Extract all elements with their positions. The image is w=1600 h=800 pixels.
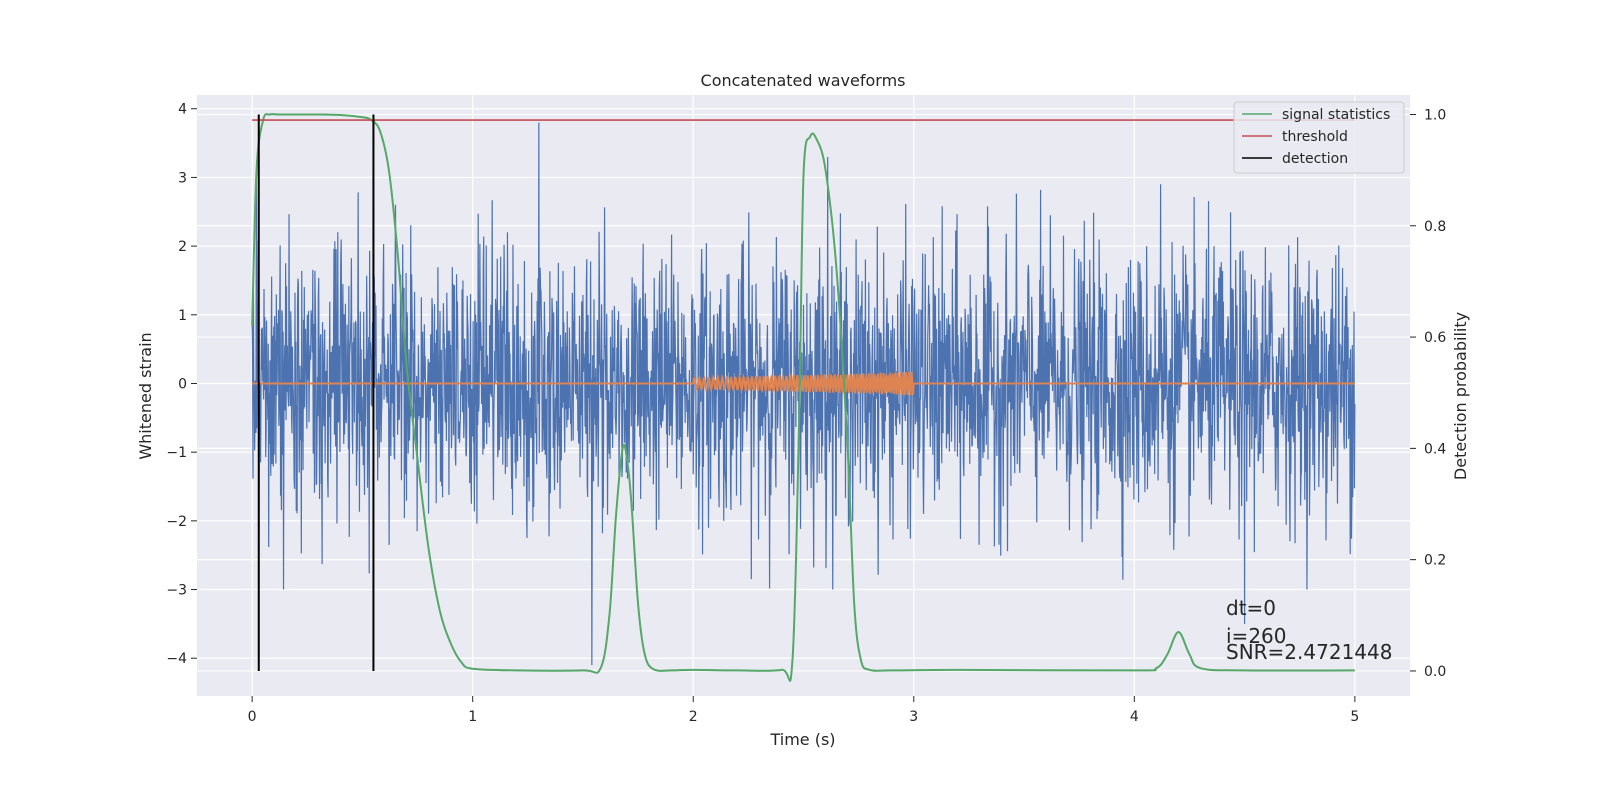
y-tick-label: −1 <box>166 445 187 461</box>
strain-series <box>251 122 1356 666</box>
y2-tick-label: 0.6 <box>1424 330 1446 346</box>
x-axis-ticks: 0 1 2 3 4 5 <box>248 696 1359 725</box>
x-tick-label: 2 <box>689 709 698 725</box>
y-tick-label: 2 <box>178 239 187 255</box>
x-tick-label: 5 <box>1350 709 1359 725</box>
legend: signal statistics threshold detection <box>1233 101 1405 174</box>
annotation-index: i=260 <box>1226 624 1287 648</box>
x-tick-label: 4 <box>1130 709 1139 725</box>
signal-statistics-series <box>251 113 1355 682</box>
annotation-dt: dt=0 <box>1226 596 1276 620</box>
y-tick-label: 3 <box>178 170 187 186</box>
y2-tick-label: 0.2 <box>1424 553 1446 569</box>
x-tick-label: 0 <box>248 709 257 725</box>
y-axis-label: Whitened strain <box>136 332 155 459</box>
y-tick-label: 0 <box>178 376 187 392</box>
y2-tick-label: 1.0 <box>1424 107 1446 123</box>
detection-series <box>257 114 375 671</box>
chart-title: Concatenated waveforms <box>701 71 906 90</box>
y-axis-ticks: −4 −3 −2 −1 0 1 2 3 4 <box>166 102 197 667</box>
x-tick-label: 1 <box>468 709 477 725</box>
strain-line <box>251 122 1356 666</box>
annotation-block: dt=0 i=260 SNR=2.4721448 <box>1226 596 1392 664</box>
y2-axis-label: Detection probability <box>1451 312 1470 480</box>
template-series <box>252 370 1355 396</box>
signal-statistics-line <box>251 113 1355 682</box>
legend-label-signal-statistics: signal statistics <box>1282 107 1390 123</box>
legend-label-detection: detection <box>1282 151 1348 167</box>
template-line <box>252 370 1355 396</box>
y-tick-label: 4 <box>178 102 187 118</box>
y2-axis-ticks: 0.0 0.2 0.4 0.6 0.8 1.0 <box>1410 107 1446 680</box>
annotation-snr: SNR=2.4721448 <box>1226 640 1392 664</box>
y2-tick-label: 0.8 <box>1424 219 1446 235</box>
x-tick-label: 3 <box>909 709 918 725</box>
y-tick-label: −2 <box>166 514 187 530</box>
y-tick-label: −3 <box>166 583 187 599</box>
x-axis-label: Time (s) <box>769 730 835 749</box>
y-tick-label: −4 <box>166 651 187 667</box>
y-tick-label: 1 <box>178 308 187 324</box>
y2-tick-label: 0.4 <box>1424 441 1446 457</box>
legend-box <box>1233 101 1405 174</box>
legend-label-threshold: threshold <box>1282 129 1348 145</box>
y2-tick-label: 0.0 <box>1424 664 1446 680</box>
